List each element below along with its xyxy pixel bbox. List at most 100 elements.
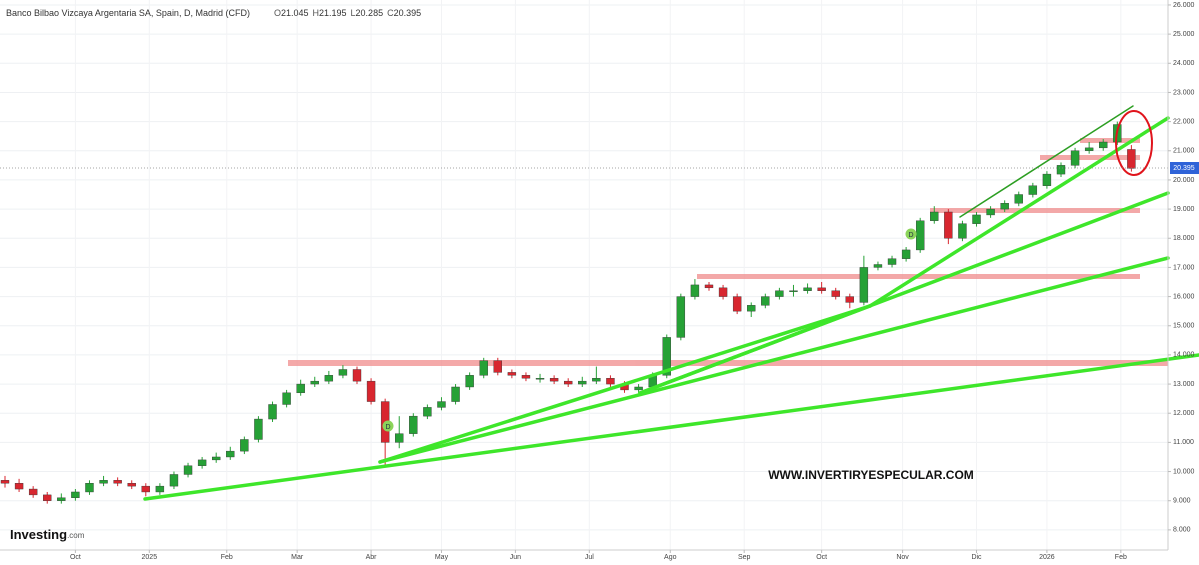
candle-body <box>338 369 348 376</box>
band <box>930 208 1140 213</box>
x-tick-label: Jun <box>510 554 521 561</box>
x-tick-label: Dic <box>971 554 982 561</box>
trend-line <box>378 304 872 464</box>
prefix: C <box>387 8 394 18</box>
last-price-label: 20.395 <box>1173 165 1195 172</box>
candle-body <box>226 450 235 458</box>
candle-body <box>606 378 615 385</box>
candle-body <box>282 392 291 405</box>
dividend-marker <box>382 420 394 432</box>
candle-body <box>873 264 883 268</box>
candle-body <box>479 360 488 376</box>
candle-body <box>85 483 94 493</box>
trend-line <box>378 256 1170 464</box>
y-tick-label: 21.000 <box>1173 148 1195 155</box>
candle-body <box>592 378 601 382</box>
y-tick-label: 15.000 <box>1173 323 1195 330</box>
grid <box>0 0 1168 550</box>
logo: Investing.com <box>10 527 85 542</box>
candle-body <box>958 223 967 239</box>
candle-body <box>324 375 334 382</box>
candle-body <box>366 380 376 402</box>
candle-body <box>662 337 671 376</box>
candle-body <box>1084 147 1094 151</box>
x-tick-label: Feb <box>1115 554 1127 561</box>
candle-body <box>845 296 854 303</box>
candle-body <box>704 284 714 289</box>
candle-body <box>451 386 460 402</box>
y-tick-label: 9.000 <box>1173 498 1191 505</box>
candle-body <box>197 459 207 466</box>
candle-body <box>718 287 728 297</box>
candle-body <box>296 383 305 394</box>
candle-body <box>578 380 587 385</box>
y-tick-label: 8.000 <box>1173 527 1191 534</box>
candle-body <box>310 380 319 385</box>
ohlc-low: L20.285 <box>351 8 384 18</box>
candle-body <box>1056 165 1066 175</box>
candle-body <box>254 418 263 440</box>
ohlc-high: H21.195 <box>313 8 347 18</box>
candle-body <box>972 214 981 224</box>
x-tick-label: Mar <box>291 554 304 561</box>
trend-line <box>638 304 872 395</box>
candle-body <box>127 483 136 487</box>
y-tick-label: 11.000 <box>1173 439 1194 446</box>
x-tick-label: Oct <box>70 554 81 561</box>
candle-body <box>240 439 249 452</box>
candle-body <box>690 284 700 297</box>
candle-body <box>493 360 502 373</box>
dividend-marker <box>905 228 917 240</box>
y-tick-label: 18.000 <box>1173 235 1195 242</box>
candle-body <box>507 372 517 376</box>
candle-body <box>155 485 165 493</box>
x-tick-label: Ago <box>664 554 677 561</box>
candle-body <box>1014 194 1023 204</box>
candles <box>0 121 1136 504</box>
band <box>288 360 1168 366</box>
candle-body <box>901 249 911 259</box>
candle-body <box>99 480 108 484</box>
candle-body <box>761 296 770 306</box>
candle-body <box>549 378 559 382</box>
y-tick-label: 25.000 <box>1173 31 1195 38</box>
candle-body <box>859 267 869 303</box>
candle-body <box>43 494 52 501</box>
highlight-ellipse <box>1115 110 1153 176</box>
y-tick-label: 23.000 <box>1173 89 1195 96</box>
candle-body <box>423 407 432 417</box>
y-tick-label: 22.000 <box>1173 118 1195 125</box>
band <box>1040 155 1140 160</box>
candle-body <box>1028 185 1038 195</box>
candle-body <box>183 465 193 475</box>
candle-body <box>831 290 840 297</box>
candle-body <box>944 211 953 239</box>
candle-body <box>789 290 798 292</box>
candle-body <box>141 485 150 493</box>
candle-body <box>1000 203 1009 210</box>
candle-body <box>986 208 995 216</box>
x-tick-label: May <box>435 554 449 561</box>
candle-body <box>930 211 939 221</box>
y-tick-label: 19.000 <box>1173 206 1195 213</box>
candle-body <box>676 296 686 338</box>
trend-line <box>143 353 1199 501</box>
candle-body <box>563 380 573 385</box>
x-tick-label: Abr <box>366 554 378 561</box>
x-tick-label: Jul <box>585 554 594 561</box>
x-tick-label: 2025 <box>142 554 158 561</box>
x-tick-label: Oct <box>816 554 827 561</box>
candle-body <box>14 483 24 490</box>
y-tick-label: 17.000 <box>1173 264 1195 271</box>
candle-body <box>0 480 10 484</box>
candle-body <box>634 386 643 391</box>
trend-lines <box>143 105 1199 501</box>
value: 21.045 <box>280 8 309 18</box>
candle-body <box>535 378 545 380</box>
candle-body <box>28 488 38 496</box>
candle-body <box>775 290 784 297</box>
candle-body <box>113 480 122 484</box>
y-tick-label: 26.000 <box>1173 2 1195 9</box>
